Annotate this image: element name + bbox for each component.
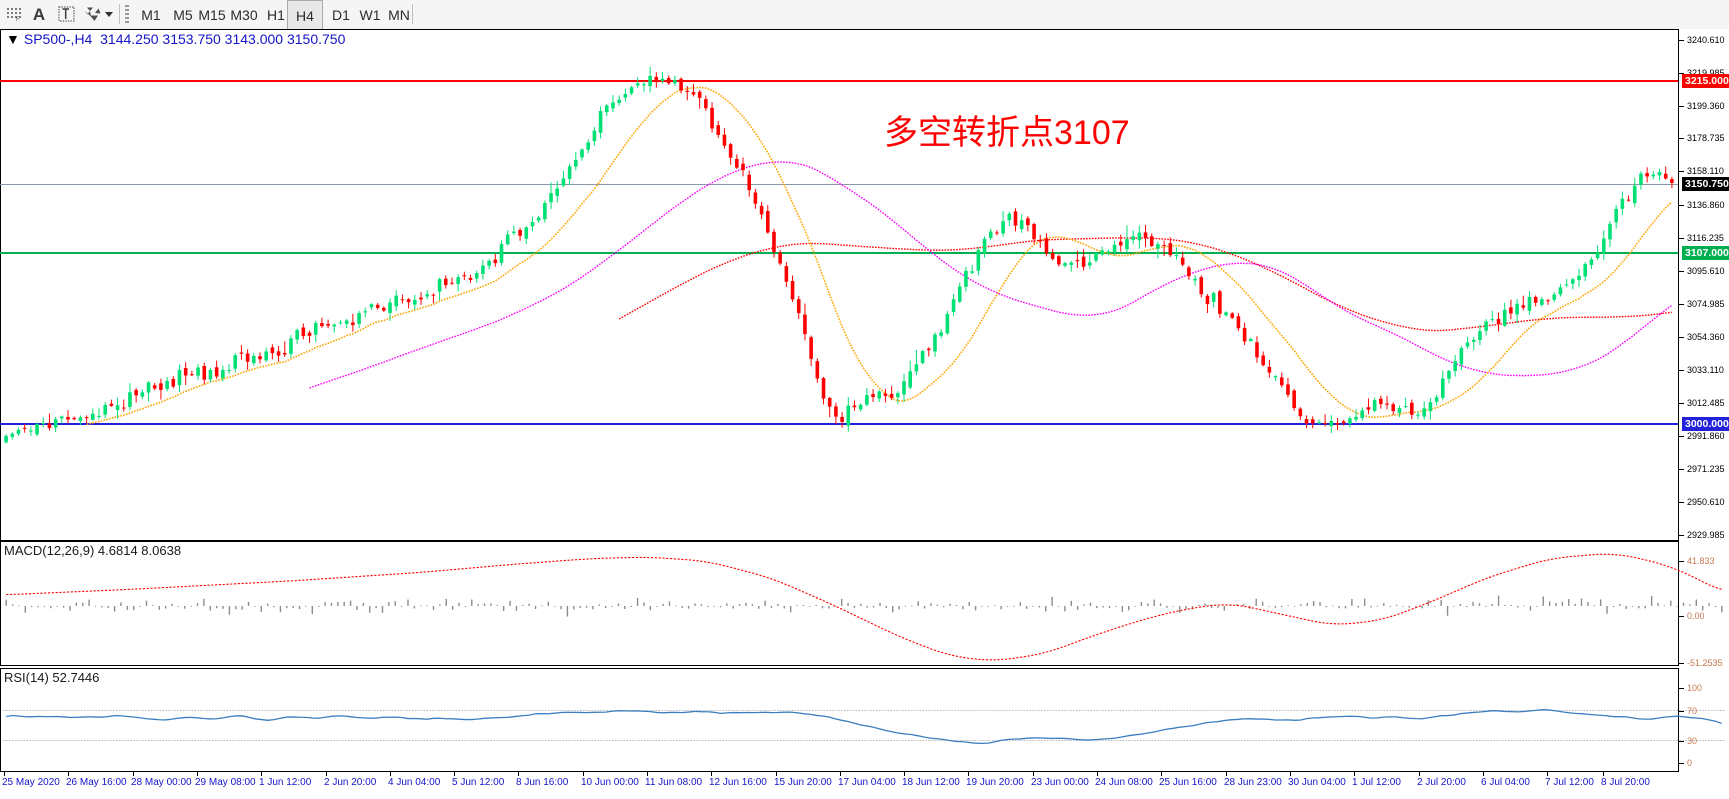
- svg-text:F: F: [16, 16, 20, 21]
